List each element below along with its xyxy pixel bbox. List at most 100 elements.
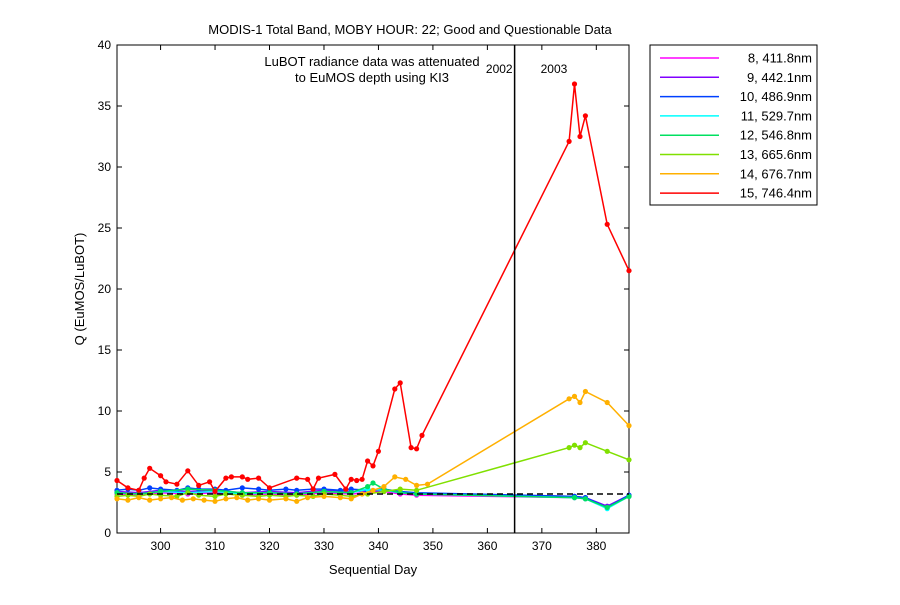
data-point bbox=[626, 423, 632, 429]
data-point bbox=[571, 393, 578, 399]
data-point bbox=[239, 474, 245, 480]
data-point bbox=[114, 496, 120, 502]
data-point bbox=[245, 497, 251, 503]
data-point bbox=[392, 474, 398, 480]
data-point bbox=[256, 486, 262, 492]
plot-area: LuBOT radiance data was attenuated to Eu… bbox=[114, 44, 632, 534]
data-point bbox=[294, 487, 300, 493]
data-point bbox=[212, 488, 218, 495]
y-tick-label: 0 bbox=[104, 526, 111, 540]
data-point bbox=[283, 496, 289, 502]
data-point bbox=[343, 486, 349, 492]
data-point bbox=[294, 498, 300, 504]
data-point bbox=[179, 497, 185, 503]
data-point bbox=[163, 479, 169, 485]
x-tick-label: 360 bbox=[477, 539, 497, 553]
data-point bbox=[414, 491, 420, 497]
data-point bbox=[136, 495, 142, 501]
data-point bbox=[125, 485, 131, 491]
data-point bbox=[414, 482, 420, 488]
data-point bbox=[370, 463, 376, 469]
data-point bbox=[305, 495, 311, 501]
data-point bbox=[223, 496, 229, 502]
data-point bbox=[566, 445, 572, 451]
y-tick-label: 5 bbox=[104, 465, 111, 479]
legend-label: 9, 442.1nm bbox=[747, 70, 812, 85]
data-point bbox=[354, 477, 360, 484]
data-point bbox=[604, 504, 610, 510]
data-point bbox=[185, 486, 191, 492]
data-point bbox=[348, 496, 354, 502]
legend-items: 8, 411.8nm 9, 442.1nm 10, 486.9nm 11, 529.7… bbox=[660, 51, 812, 201]
annotation-line-1: LuBOT radiance data was attenuated bbox=[264, 54, 479, 69]
data-point bbox=[168, 495, 175, 501]
data-point bbox=[190, 496, 196, 502]
data-point bbox=[571, 495, 578, 501]
x-tick-label: 340 bbox=[368, 539, 388, 553]
data-point bbox=[266, 497, 273, 503]
series-line bbox=[116, 390, 630, 503]
data-point bbox=[305, 476, 311, 482]
data-point bbox=[365, 484, 371, 490]
data-point bbox=[147, 497, 153, 503]
y-tick-label: 25 bbox=[98, 221, 112, 235]
data-point bbox=[348, 476, 354, 482]
data-point bbox=[136, 487, 142, 493]
data-point bbox=[577, 399, 583, 406]
data-point bbox=[370, 480, 376, 486]
legend-label: 13, 665.6nm bbox=[740, 147, 812, 162]
data-point bbox=[315, 475, 322, 481]
data-point bbox=[566, 138, 572, 144]
data-point bbox=[604, 448, 610, 454]
data-point bbox=[212, 498, 218, 504]
data-point bbox=[223, 491, 229, 497]
series-15 bbox=[114, 81, 632, 495]
data-point bbox=[174, 493, 180, 499]
data-point bbox=[337, 495, 343, 501]
data-point bbox=[245, 476, 251, 482]
data-point bbox=[266, 485, 273, 491]
data-point bbox=[397, 486, 403, 492]
data-point bbox=[223, 475, 229, 481]
data-point bbox=[626, 493, 632, 499]
y-tick-label: 20 bbox=[98, 282, 112, 296]
x-tick-label: 370 bbox=[532, 539, 552, 553]
year-label-2002: 2002 bbox=[486, 62, 513, 76]
data-point bbox=[212, 493, 218, 499]
legend: 8, 411.8nm 9, 442.1nm 10, 486.9nm 11, 529.7… bbox=[649, 44, 818, 206]
data-point bbox=[256, 496, 262, 502]
data-point bbox=[571, 442, 578, 448]
y-tick-label: 35 bbox=[98, 99, 112, 113]
x-axis-ticks: 300 310 320 330 340 350 360 370 380 bbox=[151, 45, 607, 553]
legend-label: 12, 546.8nm bbox=[740, 128, 812, 143]
data-point bbox=[365, 458, 371, 464]
data-point bbox=[582, 388, 589, 395]
data-point bbox=[174, 481, 180, 487]
data-point bbox=[147, 485, 153, 491]
data-point bbox=[577, 445, 583, 451]
data-point bbox=[359, 476, 365, 482]
data-point bbox=[375, 448, 381, 454]
data-point bbox=[566, 396, 572, 402]
data-point bbox=[604, 221, 610, 227]
data-point bbox=[397, 380, 403, 386]
data-point bbox=[207, 479, 213, 485]
data-point bbox=[370, 487, 376, 493]
legend-label: 10, 486.9nm bbox=[740, 89, 812, 104]
legend-label: 14, 676.7nm bbox=[740, 166, 812, 181]
data-point bbox=[239, 485, 245, 491]
chart-title: MODIS-1 Total Band, MOBY HOUR: 22; Good … bbox=[208, 22, 612, 37]
legend-label: 8, 411.8nm bbox=[748, 51, 812, 66]
data-point bbox=[114, 477, 120, 484]
data-point bbox=[201, 497, 207, 503]
data-point bbox=[256, 475, 262, 481]
y-tick-label: 40 bbox=[98, 38, 112, 52]
data-point bbox=[141, 475, 147, 481]
data-point bbox=[185, 468, 191, 474]
data-point bbox=[577, 133, 583, 140]
data-point bbox=[408, 445, 414, 451]
x-tick-label: 310 bbox=[205, 539, 225, 553]
data-point bbox=[571, 81, 578, 87]
data-point bbox=[582, 440, 589, 446]
